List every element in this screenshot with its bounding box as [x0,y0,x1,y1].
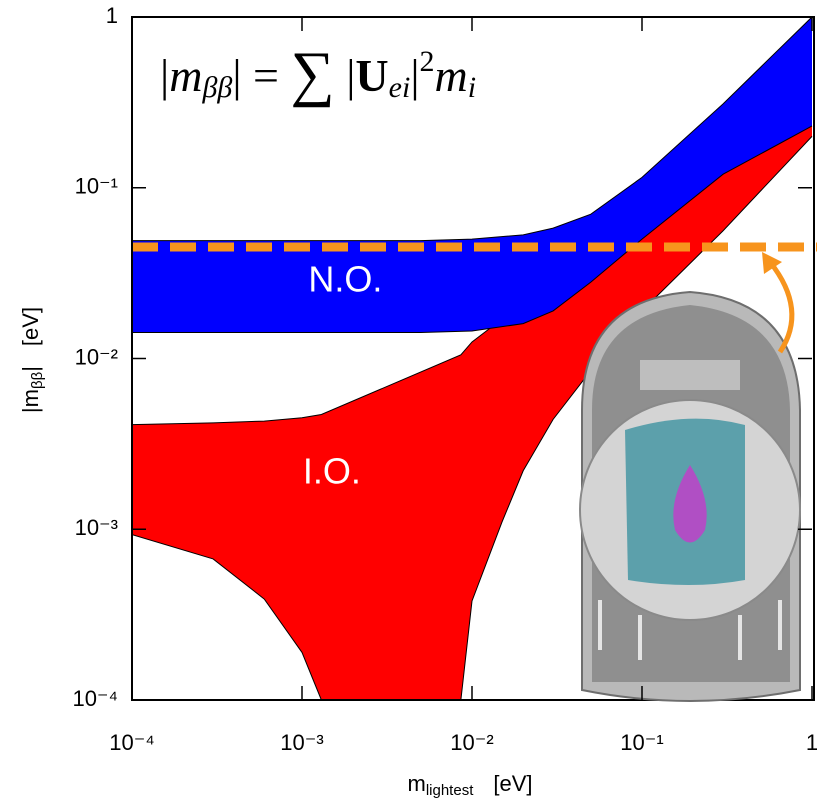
y-tick-label: 1 [106,3,118,28]
y-tick-label: 10⁻⁴ [72,686,118,711]
chart: |mββ| = ∑ |Uei|2mi mlightest[eV] |mββ|[e… [0,0,817,807]
y-axis-label: |mββ|[eV] [18,307,46,413]
x-tick-label: 10⁻² [450,730,493,755]
y-tick-label: 10⁻² [75,344,118,369]
band-label: I.O. [303,451,361,492]
detector-inset [580,292,800,701]
x-tick-label: 10⁻¹ [620,730,663,755]
band-label: N.O. [308,259,382,300]
x-tick-label: 10⁻³ [280,730,323,755]
x-tick-label: 1 [806,730,817,755]
y-tick-label: 10⁻¹ [75,174,118,199]
y-tick-label: 10⁻³ [75,515,118,540]
formula: |mββ| = ∑ |Uei|2mi [160,40,476,108]
x-axis-label: mlightest[eV] [408,771,533,799]
x-tick-label: 10⁻⁴ [109,730,155,755]
